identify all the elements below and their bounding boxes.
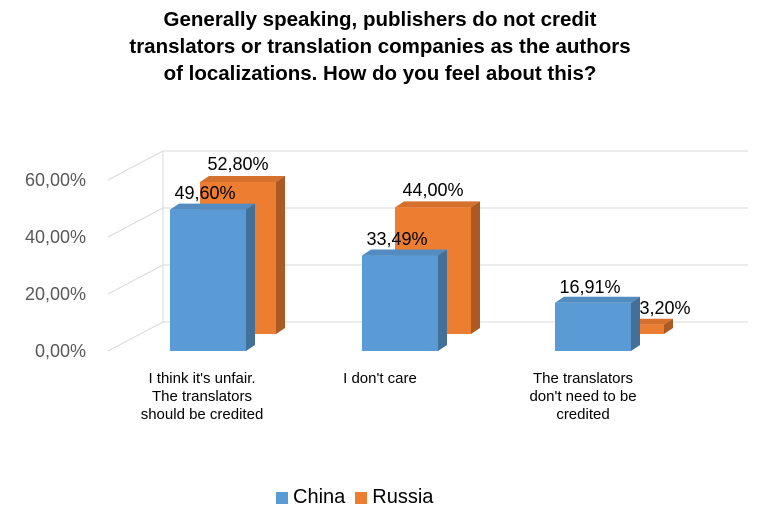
legend-label-russia: Russia — [372, 486, 434, 508]
legend-swatch-russia — [355, 491, 368, 504]
bar-china-0 — [170, 203, 255, 351]
legend-label-china: China — [293, 486, 346, 508]
legend-item-china: China — [276, 486, 345, 509]
bar-china-1 — [362, 249, 447, 351]
category-label-0-line-1: The translators — [152, 388, 252, 405]
bar-china-2-side — [631, 296, 640, 351]
legend: China Russia — [276, 486, 443, 509]
bar-china-2-front — [555, 302, 631, 351]
y-tick-label-0: 0,00% — [35, 341, 86, 361]
bar-russia-0-top — [200, 176, 285, 182]
bar-china-0-front — [170, 209, 246, 351]
bar-chart: 0,00% 20,00% 40,00% 60,00% 49,60% 33,49% 16,9… — [25, 150, 748, 423]
category-labels: I think it's unfair.The translatorsshoul… — [141, 370, 637, 423]
category-label-1-line-0: I don't care — [343, 370, 417, 387]
bar-china-2 — [555, 296, 640, 351]
bar-china-0-side — [246, 203, 255, 351]
data-label-russia-0: 52,80% — [207, 154, 268, 174]
bar-russia-0-side — [276, 176, 285, 334]
chart-title-line-2: translators or translation companies as … — [129, 35, 631, 58]
bar-china-2-top — [555, 296, 640, 303]
chart-title-line-3: of localizations. How do you feel about … — [163, 62, 597, 85]
legend-swatch-china — [276, 491, 288, 504]
legend-item-russia: Russia — [355, 486, 433, 509]
bars — [170, 176, 673, 351]
gridline-depth-1 — [107, 264, 164, 295]
category-label-2-line-0: The translators — [533, 370, 633, 387]
category-label-2-line-2: credited — [556, 406, 609, 423]
y-tick-label-2: 40,00% — [25, 227, 86, 247]
data-labels: 49,60% 33,49% 16,91% 52,80% 44,00% 3,20% — [174, 154, 690, 318]
data-label-china-2: 16,91% — [559, 277, 620, 297]
bar-china-0-top — [170, 203, 255, 210]
bar-china-1-front — [362, 255, 438, 351]
bar-russia-1-side — [471, 201, 480, 334]
gridline-depth-2 — [107, 207, 164, 238]
category-label-2-line-1: don't need to be — [529, 388, 636, 405]
y-axis-ticks: 0,00% 20,00% 40,00% 60,00% — [25, 170, 86, 361]
category-label-0-line-0: I think it's unfair. — [148, 370, 255, 387]
y-tick-label-3: 60,00% — [25, 170, 86, 190]
bar-china-1-top — [362, 249, 447, 256]
gridline-depth-3 — [107, 150, 164, 181]
data-label-russia-2: 3,20% — [639, 298, 690, 318]
gridline-depth-0 — [107, 321, 164, 352]
category-label-0-line-2: should be credited — [141, 406, 264, 423]
data-label-china-1: 33,49% — [366, 229, 427, 249]
bar-russia-2-side — [664, 318, 673, 334]
bar-china-1-side — [438, 249, 447, 351]
data-label-russia-1: 44,00% — [402, 180, 463, 200]
chart-title-line-1: Generally speaking, publishers do not cr… — [163, 8, 597, 31]
bar-russia-1-top — [395, 201, 480, 208]
chart-title: Generally speaking, publishers do not cr… — [60, 6, 700, 87]
data-label-china-0: 49,60% — [174, 183, 235, 203]
y-tick-label-1: 20,00% — [25, 284, 86, 304]
